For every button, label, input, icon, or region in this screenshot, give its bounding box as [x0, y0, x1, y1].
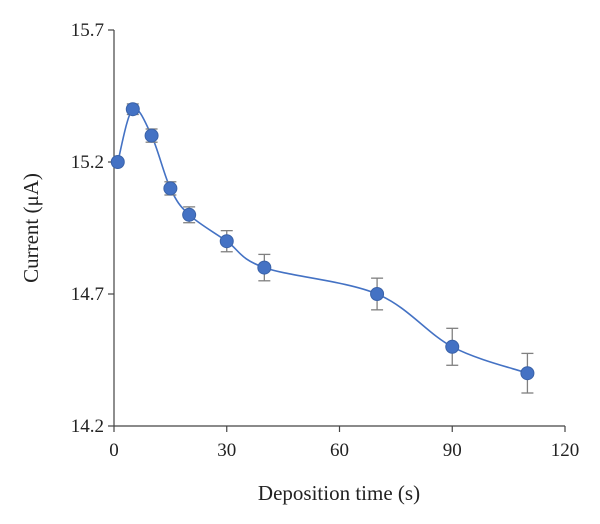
data-point — [520, 366, 535, 381]
y-tick-label: 14.2 — [71, 416, 104, 437]
data-point — [110, 155, 125, 169]
data-point — [182, 207, 197, 222]
data-point — [219, 234, 234, 249]
data-point — [144, 128, 159, 143]
data-points — [110, 102, 535, 381]
x-axis-title: Deposition time (s) — [258, 481, 420, 505]
data-point — [445, 339, 460, 354]
x-tick-label: 120 — [551, 440, 580, 461]
data-point — [257, 260, 272, 275]
data-point — [370, 287, 385, 301]
data-point — [125, 102, 140, 117]
error-bars — [126, 103, 534, 394]
x-tick-label: 0 — [109, 440, 119, 461]
series-curve — [116, 107, 528, 374]
x-tick-label: 60 — [330, 440, 349, 461]
y-axis-title: Current (μA) — [19, 173, 43, 283]
series-line — [116, 107, 528, 374]
y-tick-label: 15.2 — [71, 152, 104, 173]
y-tick-label: 15.7 — [71, 20, 104, 41]
x-tick-label: 30 — [217, 440, 236, 461]
x-tick-label: 90 — [443, 440, 462, 461]
y-tick-label: 14.7 — [71, 284, 104, 305]
axes: 14.2 14.7 15.2 15.7 0 30 60 90 120 — [71, 20, 580, 461]
data-point — [163, 181, 178, 196]
